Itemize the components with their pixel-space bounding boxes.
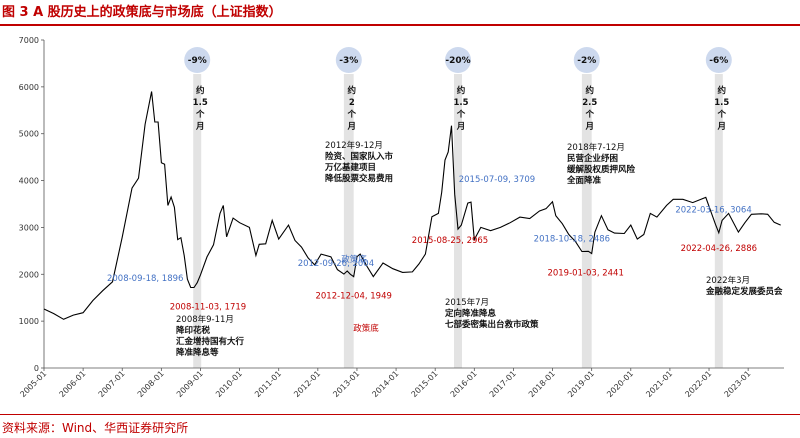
badge-label: -2%	[577, 56, 596, 66]
duration-label: 约 1.5 个月	[193, 85, 208, 132]
x-tick-label: 2017-01	[488, 369, 518, 399]
x-tick-label: 2015-01	[410, 369, 440, 399]
point-label: 2015-07-09, 3709	[459, 175, 535, 185]
x-tick-label: 2008-01	[136, 369, 166, 399]
x-tick-label: 2006-01	[58, 369, 88, 399]
x-tick-label: 2013-01	[331, 369, 361, 399]
band-group: -9% 约 1.5 个月 -3% 约 2 个月 -20% 约 1.5 个月 -2% 约 2.5 个月 -6% 约 1…	[184, 47, 732, 368]
axes-group	[43, 40, 784, 369]
point-label: 2022-03-16, 3064	[675, 205, 751, 215]
x-tick-label: 2016-01	[449, 369, 479, 399]
x-tick-label: 2021-01	[644, 369, 674, 399]
x-tick-label: 2010-01	[214, 369, 244, 399]
y-tick-label: 5000	[19, 130, 39, 139]
y-tick-label: 3000	[19, 223, 39, 232]
source-note: 资料来源：Wind、华西证券研究所	[2, 421, 189, 435]
band-b3	[454, 74, 463, 368]
duration-label: 约 2 个月	[347, 85, 357, 132]
badge-circle	[335, 47, 362, 73]
point-label: 2012-09-26, 2004	[298, 259, 374, 269]
band-b2	[343, 74, 354, 368]
x-tick-label: 2022-01	[683, 369, 713, 399]
annotation-an6: 2018年7-12月民营企业纾困缓解股权质押风险全面降准	[566, 142, 636, 186]
badge-circle	[705, 47, 732, 73]
annotation-an3: 政策底	[341, 254, 367, 265]
point-label: 2012-12-04, 1949	[315, 292, 391, 302]
annotation-an5: 2015年7月定向降准降息七部委密集出台救市政策	[444, 297, 539, 330]
badge-label: -20%	[445, 56, 470, 66]
line-chart: -9% 约 1.5 个月 -3% 约 2 个月 -20% 约 1.5 个月 -2% 约 2.5 个月 -6% 约 1…	[18, 36, 784, 399]
y-tick-label: 4000	[19, 177, 39, 186]
point-label: 2008-11-03, 1719	[170, 302, 246, 312]
badge-label: -9%	[188, 56, 207, 66]
x-tick-label: 2011-01	[253, 369, 283, 399]
y-tick-label: 6000	[19, 83, 39, 92]
duration-label: 约 2.5 个月	[582, 85, 597, 132]
point-label: 2022-04-26, 2886	[681, 244, 757, 254]
x-tick-label: 2009-01	[175, 369, 205, 399]
figure-title: 图 3 A 股历史上的政策底与市场底（上证指数）	[2, 5, 282, 20]
y-tick-label: 1000	[19, 317, 39, 326]
x-tick-label: 2023-01	[723, 369, 753, 399]
duration-label: 约 1.5 个月	[453, 85, 468, 132]
title-rule	[0, 24, 800, 26]
badge-label: -3%	[339, 56, 358, 66]
y-tick-label: 0	[34, 364, 39, 373]
band-b1	[193, 74, 202, 368]
point-label-group: 2008-09-18, 1896 2008-11-03, 1719 2012-09-…	[107, 175, 757, 312]
x-tick-group: 2005-01 2006-01 2007-01 2008-01 2009-01 2010-…	[18, 368, 753, 399]
annotation-an1: 2008年9-11月降印花税汇金增持国有大行降准降息等	[176, 314, 245, 358]
y-tick-label: 2000	[19, 270, 39, 279]
band-b4	[581, 74, 592, 368]
point-label: 2015-08-25, 2965	[412, 236, 488, 246]
duration-label: 约 1.5 个月	[714, 85, 729, 132]
annotation-an2: 2012年9-12月险资、国家队入市万亿基建项目降低股票交易费用	[324, 140, 394, 184]
y-tick-group: 0 1000 2000 3000 4000 5000 6000 7000	[19, 36, 44, 373]
x-tick-label: 2005-01	[18, 369, 48, 399]
bottom-rule	[0, 414, 800, 415]
annotation-an7: 2022年3月金融稳定发展委员会	[705, 275, 783, 297]
point-label: 2019-01-03, 2441	[547, 269, 623, 279]
x-tick-label: 2012-01	[292, 369, 322, 399]
x-tick-label: 2019-01	[566, 369, 596, 399]
annotation-an4: 政策底	[353, 323, 379, 334]
badge-circle	[445, 47, 472, 73]
band-b5	[714, 74, 723, 368]
y-tick-label: 7000	[19, 36, 39, 45]
x-tick-label: 2014-01	[370, 369, 400, 399]
badge-circle	[573, 47, 600, 73]
point-label: 2008-09-18, 1896	[107, 274, 183, 284]
badge-label: -6%	[709, 56, 728, 66]
annotation-group: 2008年9-11月降印花税汇金增持国有大行降准降息等 2012年9-12月险资、…	[176, 140, 783, 358]
x-tick-label: 2020-01	[605, 369, 635, 399]
badge-circle	[184, 47, 211, 73]
x-tick-label: 2007-01	[97, 369, 127, 399]
x-tick-label: 2018-01	[527, 369, 557, 399]
point-label: 2018-10-18, 2486	[534, 235, 610, 245]
series-line	[43, 91, 781, 320]
